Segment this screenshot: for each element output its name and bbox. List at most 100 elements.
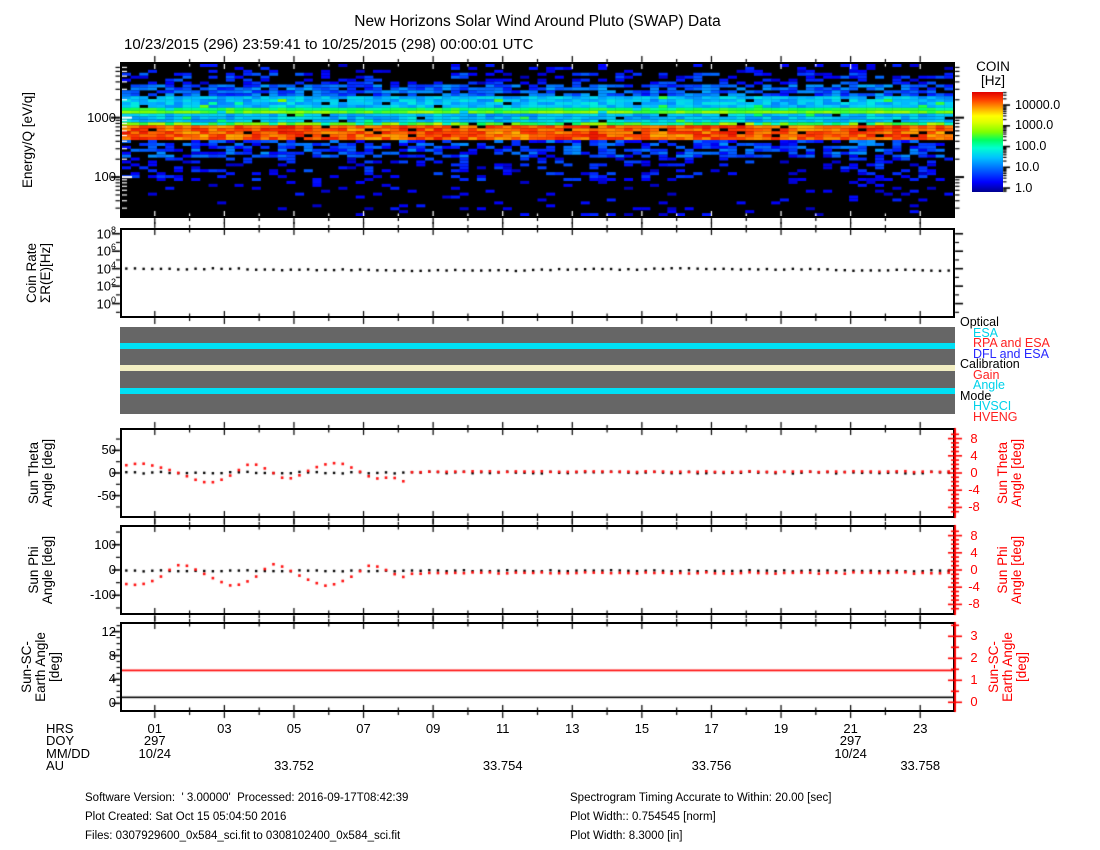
theta-right-ylabel: Sun Theta Angle [deg] (995, 438, 1024, 508)
colorbar-title-text: COIN (976, 59, 1010, 74)
phi-right-ytick-label: -8 (968, 596, 980, 612)
theta-ytick-label: -50 (97, 487, 116, 503)
footer-plot-width-in: Plot Width: 8.3000 [in] (570, 830, 683, 842)
theta-ylabel: Sun Theta Angle [deg] (26, 438, 55, 508)
status-legend: Optical ESA RPA and ESA DFL and ESA Calibrat… (960, 316, 1100, 424)
colorbar-title: COIN [Hz] (958, 60, 1028, 88)
footer-files: Files: 0307929600_0x584_sci.fit to 03081… (85, 830, 401, 842)
theta-right-ytick-label: -4 (968, 482, 980, 498)
earth-right-ylabel-line3: [deg] (1014, 651, 1029, 683)
coin-ytick-label: 102 (96, 277, 116, 294)
earth-ylabel: Sun-SC- Earth Angle [deg] (19, 632, 62, 702)
colorbar-tick-label: 1000.0 (1015, 118, 1054, 133)
coin-ytick-label: 108 (96, 224, 116, 242)
mmdd-label: 10/24 (138, 746, 172, 761)
theta-right-ylabel-line1: Sun Theta (995, 441, 1010, 505)
earth-right-ytick-label: 3 (970, 628, 978, 644)
colorbar-tick-label: 1.0 (1015, 180, 1033, 195)
phi-ylabel-line2: Angle [deg] (40, 535, 55, 605)
theta-ytick-label: 50 (101, 442, 116, 458)
hour-label: 17 (704, 721, 719, 736)
coin-ytick-label: 104 (96, 259, 116, 276)
stripe-calibration-cream (120, 365, 955, 371)
phi-right-ytick-label: 8 (970, 527, 978, 543)
phi-right-ylabel: Sun Phi Angle [deg] (995, 535, 1024, 605)
theta-right-ytick-label: 4 (970, 447, 978, 463)
earth-right-ylabel: Sun-SC- Earth Angle [deg] (986, 632, 1029, 702)
earth-ylabel-line2: Earth Angle (33, 632, 48, 702)
spectrogram-ylabel: Energy/Q [eV/q] (20, 91, 35, 189)
sun-phi-panel (120, 525, 955, 615)
legend-item: Angle (973, 378, 1005, 392)
colorbar (972, 92, 1003, 192)
plot-subtitle: 10/23/2015 (296) 23:59:41 to 10/25/2015 … (124, 36, 534, 53)
au-label: 33.754 (482, 758, 523, 773)
hour-label: 21 (843, 721, 858, 736)
earth-right-ytick-label: 0 (970, 694, 978, 710)
coin-ylabel-line2: ΣR(E)[Hz] (38, 242, 53, 304)
hour-label: 23 (912, 721, 928, 736)
sun-sc-earth-canvas (122, 624, 953, 710)
hour-label: 01 (147, 721, 163, 736)
theta-right-ytick-label: 0 (970, 465, 978, 480)
coin-ylabel-line1: Coin Rate (24, 242, 39, 304)
au-label: 33.752 (274, 758, 314, 773)
plot-title: New Horizons Solar Wind Around Pluto (SW… (354, 13, 721, 30)
earth-right-ylabel-line2: Earth Angle (1000, 632, 1015, 702)
earth-right-ytick-label: 2 (970, 650, 978, 666)
spectrogram-ytick-label: 1000 (87, 109, 116, 125)
phi-ytick-label: -100 (89, 587, 116, 603)
hour-label: 09 (425, 721, 441, 736)
hour-label: 19 (773, 721, 789, 736)
theta-right-ytick-label: -8 (968, 499, 980, 515)
earth-ylabel-line3: [deg] (47, 651, 62, 683)
earth-ytick-label: 4 (108, 671, 116, 687)
footer-plot-width-norm: Plot Width:: 0.754545 [norm] (570, 811, 716, 823)
coin-rate-canvas (122, 230, 953, 316)
earth-ylabel-line1: Sun-SC- (19, 641, 34, 693)
footer-software-version: Software Version: ' 3.00000' Processed: … (85, 792, 409, 804)
colorbar-tick-label: 100.0 (1015, 139, 1047, 154)
phi-ytick-label: 100 (94, 536, 116, 552)
sun-sc-earth-panel (120, 622, 955, 712)
theta-right-ytick-label: 8 (970, 430, 978, 446)
phi-right-ytick-label: 0 (970, 562, 978, 577)
au-label: 33.756 (691, 758, 732, 773)
footer-timing: Spectrogram Timing Accurate to Within: 2… (570, 792, 832, 804)
footer-plot-created: Plot Created: Sat Oct 15 05:04:50 2016 (85, 811, 287, 823)
stripe-optical-cyan (120, 343, 955, 349)
legend-item: HVENG (973, 409, 1018, 424)
hour-label: 03 (217, 721, 232, 736)
hour-label: 15 (634, 721, 650, 736)
spectrogram-canvas (122, 64, 953, 216)
spectrogram-ylabel-text: Energy/Q [eV/q] (20, 91, 35, 189)
theta-ylabel-line2: Angle [deg] (40, 438, 55, 508)
sun-theta-panel (120, 428, 955, 518)
coin-ylabel: Coin Rate ΣR(E)[Hz] (24, 242, 53, 304)
doy-label: 297 (143, 733, 166, 748)
theta-ytick-label: 0 (108, 465, 116, 480)
coin-ytick-label: 100 (96, 294, 116, 311)
earth-ytick-label: 8 (108, 647, 116, 663)
earth-right-ytick-label: 1 (970, 672, 978, 688)
hour-label: 05 (286, 721, 302, 736)
theta-ylabel-line1: Sun Theta (26, 441, 41, 505)
colorbar-tick-label: 10.0 (1015, 159, 1040, 174)
doy-label: 297 (839, 733, 862, 748)
theta-right-ylabel-line2: Angle [deg] (1009, 438, 1024, 508)
phi-right-ytick-label: 4 (970, 544, 978, 560)
status-bars-panel (120, 327, 955, 414)
earth-ytick-label: 0 (108, 695, 116, 711)
coin-rate-panel (120, 228, 955, 318)
earth-right-ylabel-line1: Sun-SC- (986, 641, 1001, 693)
spectrogram-ytick-label: 100 (94, 169, 116, 185)
mmdd-label: 10/24 (834, 746, 867, 761)
phi-right-ytick-label: -4 (968, 579, 980, 595)
phi-right-ylabel-line1: Sun Phi (995, 546, 1010, 594)
sun-theta-canvas (122, 430, 953, 516)
phi-right-ylabel-line2: Angle [deg] (1009, 535, 1024, 605)
spectrogram-panel (120, 62, 955, 218)
hour-label: 07 (356, 721, 371, 736)
colorbar-units-text: [Hz] (980, 73, 1005, 88)
stripe-mode-cyan (120, 388, 955, 394)
